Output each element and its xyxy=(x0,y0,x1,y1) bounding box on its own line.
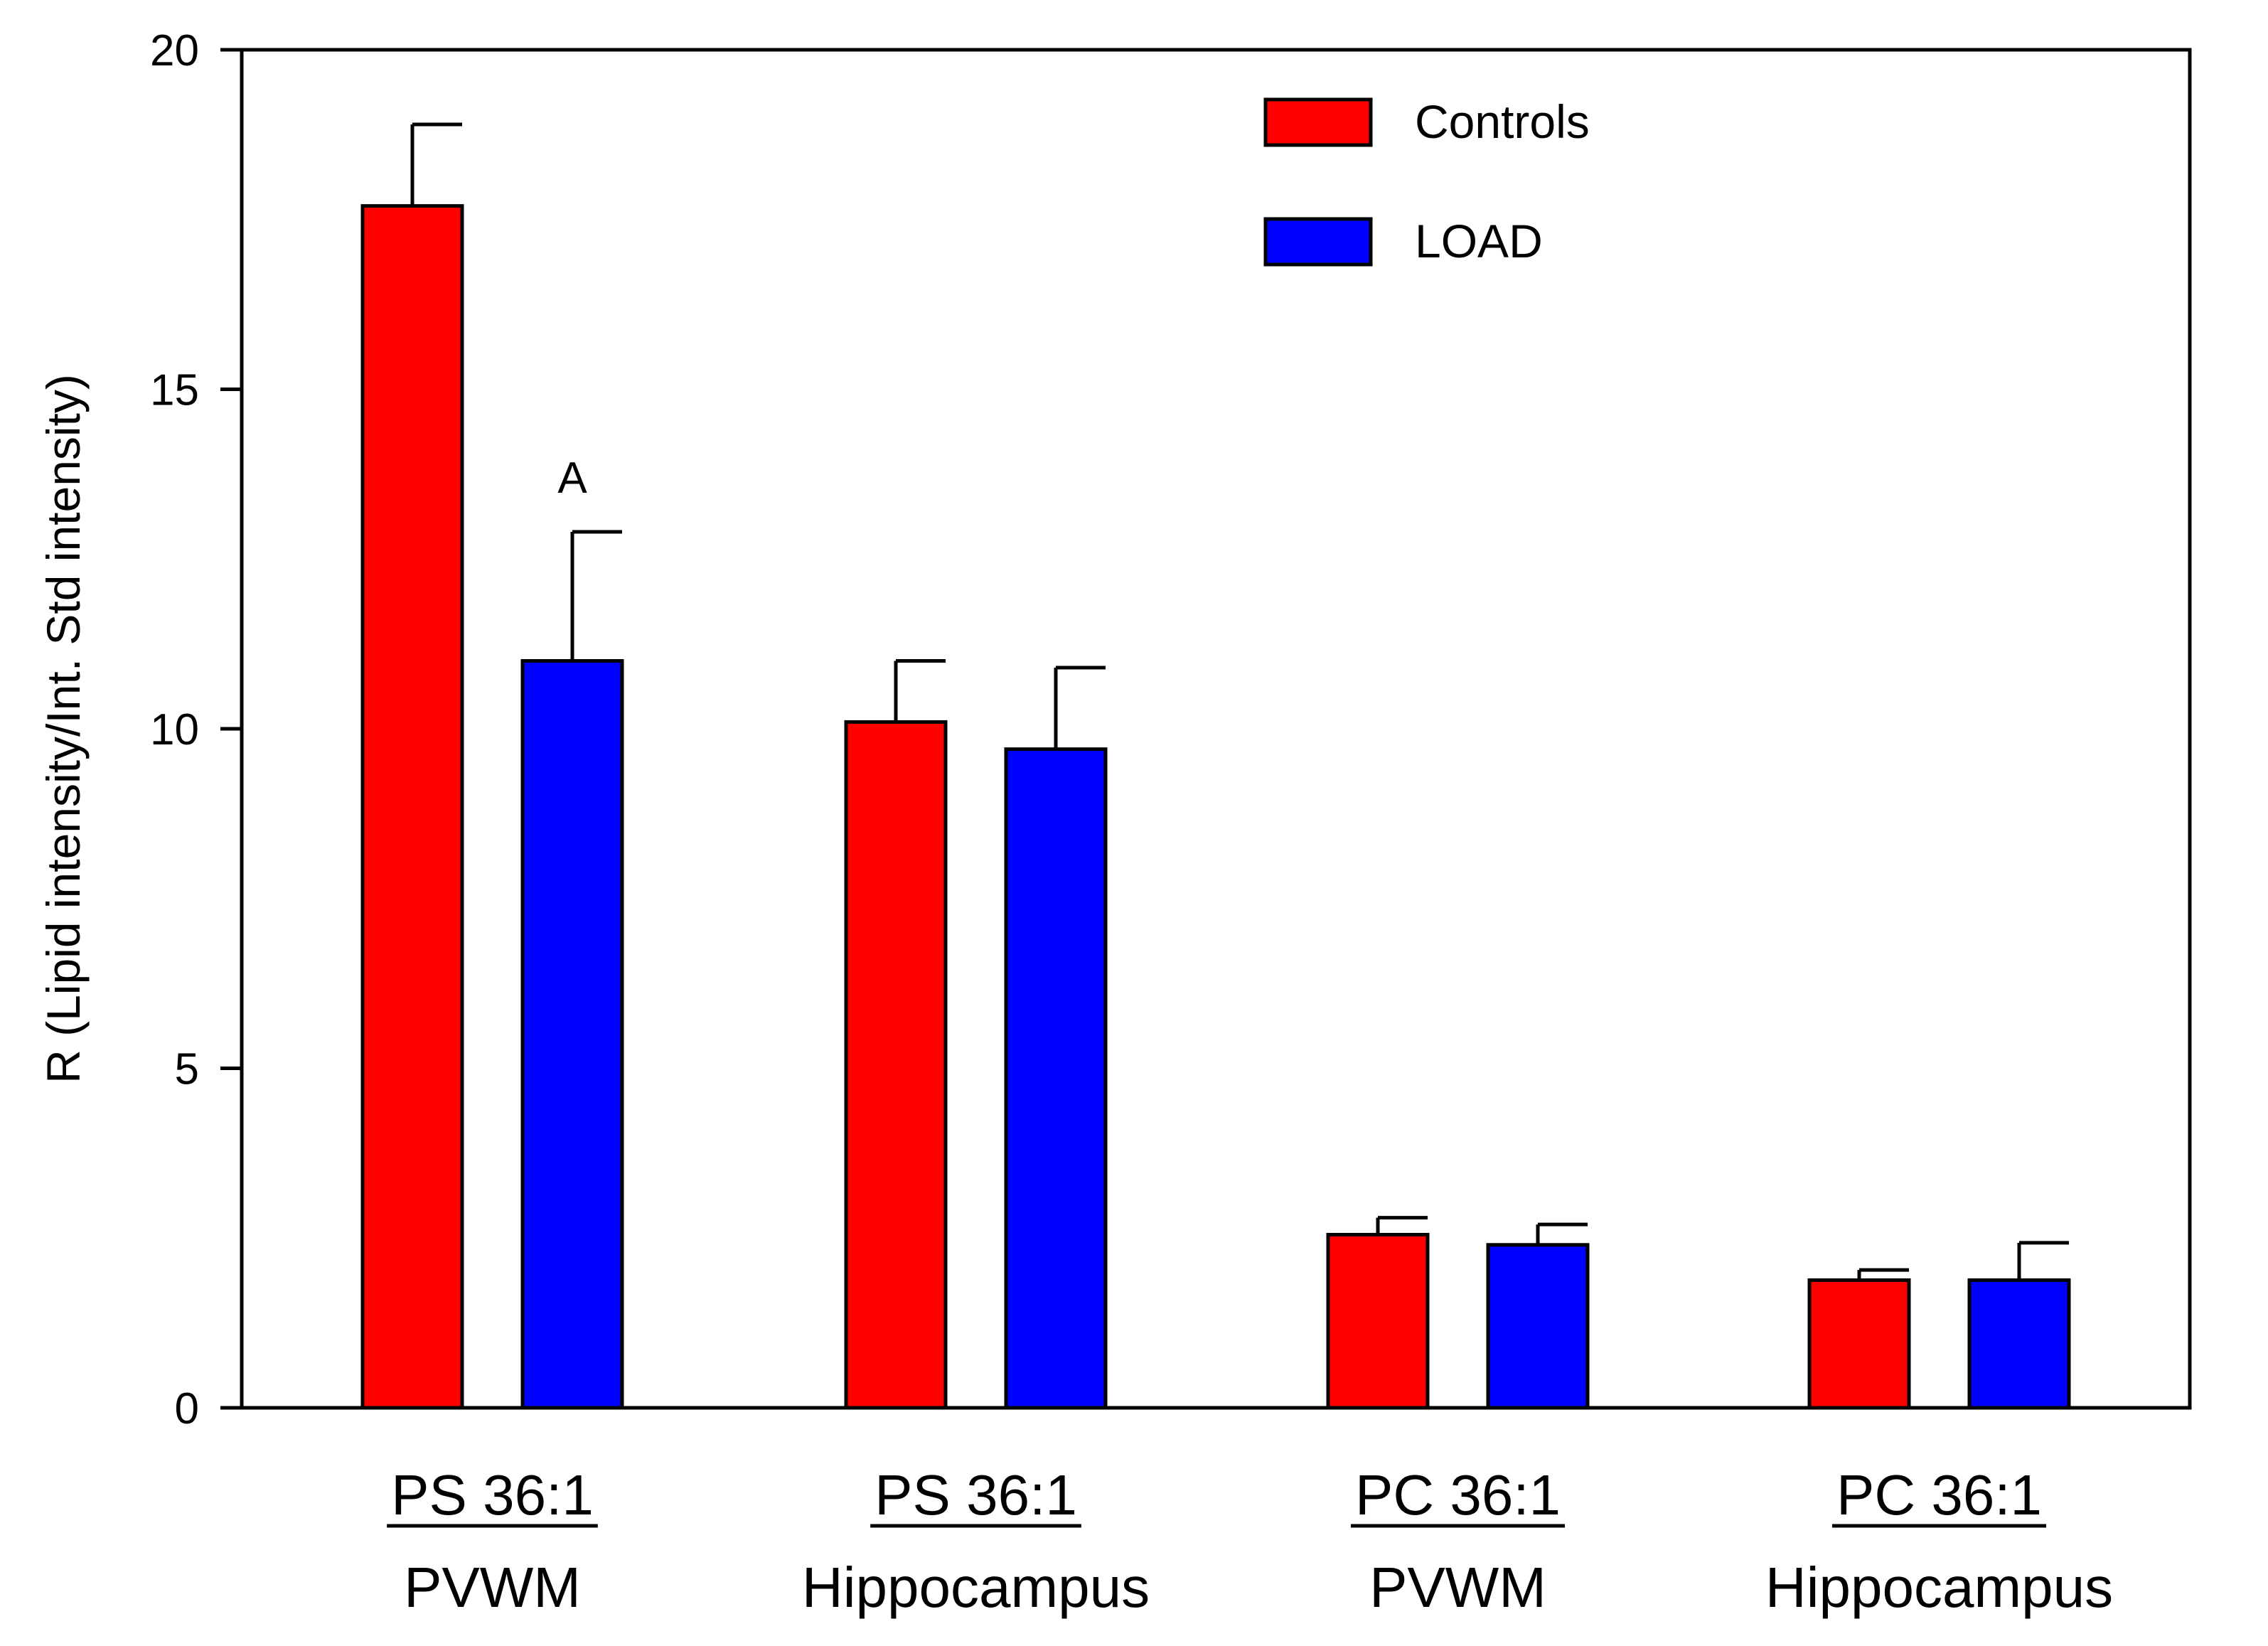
error-bar-load-1 xyxy=(1054,666,1106,749)
category-label-0: PS 36:1 xyxy=(391,1463,594,1527)
error-bar-controls-1 xyxy=(894,659,946,722)
legend-label-controls: Controls xyxy=(1415,95,1590,148)
category-sublabel-2: PVWM xyxy=(1369,1556,1546,1619)
category-sublabel-3: Hippocampus xyxy=(1765,1556,2113,1619)
legend-label-load: LOAD xyxy=(1415,215,1543,267)
category-sublabel-1: Hippocampus xyxy=(802,1556,1150,1619)
annotations: A xyxy=(557,454,587,503)
legend-entry-controls: Controls xyxy=(1263,95,1590,148)
bar-controls-0 xyxy=(360,204,464,1410)
y-tick-label-5: 5 xyxy=(175,1045,199,1094)
legend: Controls LOAD xyxy=(1263,95,1590,267)
y-tick-label-0: 0 xyxy=(175,1384,199,1433)
bar-load-1 xyxy=(1004,747,1108,1410)
legend-entry-load: LOAD xyxy=(1263,215,1543,267)
bar-load-0 xyxy=(520,659,624,1410)
y-axis: 0 5 10 15 20 xyxy=(150,26,242,1433)
annotation-0: A xyxy=(557,454,587,503)
category-sublabel-0: PVWM xyxy=(404,1556,581,1619)
bar-load-3 xyxy=(1967,1278,2071,1410)
category-label-3: PC 36:1 xyxy=(1836,1463,2042,1527)
error-bar-load-2 xyxy=(1536,1222,1588,1245)
error-bar-controls-3 xyxy=(1857,1268,1909,1281)
error-bar-controls-2 xyxy=(1376,1216,1428,1235)
bar-controls-2 xyxy=(1326,1232,1430,1410)
error-bar-load-0 xyxy=(570,530,622,661)
error-bar-controls-0 xyxy=(410,122,462,206)
y-tick-label-10: 10 xyxy=(150,705,199,754)
error-bar-load-3 xyxy=(2017,1241,2069,1281)
legend-swatch-load xyxy=(1263,217,1373,267)
bars-layer xyxy=(360,122,2071,1410)
bar-load-2 xyxy=(1486,1243,1590,1410)
x-axis-categories: PS 36:1 PVWM PS 36:1 Hippocampus PC 36:1 PVWM… xyxy=(387,1463,2113,1619)
y-tick-label-15: 15 xyxy=(150,366,199,415)
bar-controls-3 xyxy=(1807,1278,1911,1410)
y-axis-title: R (Lipid intensity/Int. Std intensity) xyxy=(37,374,90,1084)
y-tick-label-20: 20 xyxy=(150,26,199,75)
category-label-1: PS 36:1 xyxy=(874,1463,1077,1527)
bar-controls-1 xyxy=(844,720,948,1410)
category-label-2: PC 36:1 xyxy=(1355,1463,1561,1527)
legend-swatch-controls xyxy=(1263,97,1373,147)
